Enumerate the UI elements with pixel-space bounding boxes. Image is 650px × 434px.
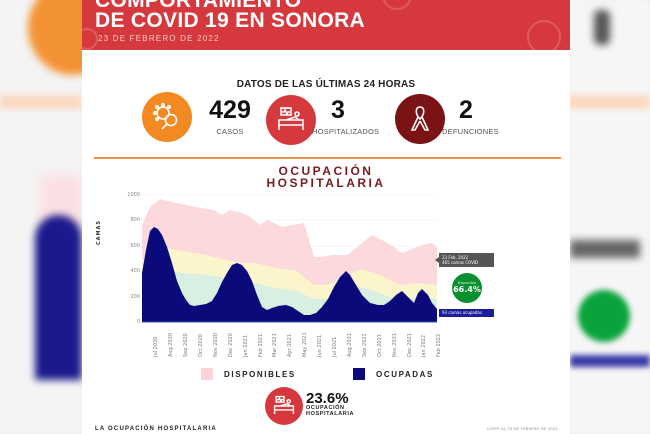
legend-available: DISPONIBLES (201, 367, 296, 381)
legend-occupied: OCUPADAS (353, 367, 434, 381)
occupied-tooltip: 93 camas ocupadas (439, 309, 494, 317)
x-tick: Dec 2020 (228, 333, 234, 357)
header-banner: COMPORTAMIENTO DE COVID 19 EN SONORA 23 … (82, 0, 570, 50)
tooltip-date: 23 Feb, 2022 (442, 255, 469, 260)
x-tick: Aug 2021 (347, 332, 353, 357)
x-tick: Mar 2021 (272, 333, 278, 357)
deaths-label: DEFUNCIONES (442, 127, 499, 136)
y-tick: 1000 (127, 192, 140, 198)
ribbon-icon (395, 94, 445, 144)
footer-cutoff-date: CORTE AL 23 DE FEBRERO DE 2022 (486, 427, 558, 431)
x-tick: Dec 2021 (407, 333, 413, 357)
date-tooltip: 23 Feb, 2022 465 camas COVID (435, 253, 494, 267)
x-tick: Feb 2021 (258, 333, 264, 357)
x-tick: Jul 2020 (153, 336, 159, 357)
chart-plot-area (142, 194, 437, 323)
blurred-gray-shape (594, 10, 610, 45)
cases-label: CASOS (216, 127, 244, 136)
blurred-band-right (568, 95, 650, 109)
section-divider (94, 157, 561, 159)
x-tick: Jun 2021 (317, 334, 323, 357)
occupancy-label-line-1: OCUPACIÓN (306, 405, 345, 411)
title-line-2: DE COVID 19 EN SONORA (95, 9, 366, 32)
y-tick: 200 (130, 294, 140, 300)
footer-title: LA OCUPACIÓN HOSPITALARIA (95, 426, 217, 432)
occupancy-label: OCUPACIÓN HOSPITALARIA (306, 405, 354, 417)
x-tick: Oct 2020 (198, 334, 204, 357)
y-tick: 800 (130, 217, 140, 223)
blurred-gray-bar (570, 240, 640, 258)
hospital-bed-icon (266, 95, 316, 145)
virus-decoration-icon (82, 28, 98, 50)
hospitalized-value: 3 (331, 96, 345, 124)
occupancy-chart: CAMAS 1000 800 600 400 200 0 (82, 185, 570, 360)
legend-label-occupied: OCUPADAS (376, 369, 434, 379)
available-badge-value: 66.4% (453, 285, 481, 294)
y-tick: 0 (136, 319, 140, 325)
y-tick: 400 (130, 268, 140, 274)
cases-value: 429 (209, 96, 251, 124)
virus-decoration-icon (382, 0, 412, 10)
legend-label-available: DISPONIBLES (224, 369, 296, 379)
occupancy-value: 23.6% (306, 390, 349, 407)
infographic-card: COMPORTAMIENTO DE COVID 19 EN SONORA 23 … (82, 0, 570, 434)
daily-section-title: DATOS DE LAS ÚLTIMAS 24 HORAS (236, 79, 416, 90)
chart-title-line-1: OCUPACIÓN (278, 164, 374, 178)
x-tick: Jan 2021 (243, 334, 249, 357)
virus-search-icon (142, 92, 192, 142)
hospital-bed-icon (265, 387, 303, 425)
blurred-backdrop-right (568, 0, 650, 434)
virus-decoration-icon (527, 20, 561, 50)
chart-title-line-2: HOSPITALARIA (266, 176, 386, 190)
y-tick: 600 (130, 243, 140, 249)
x-tick: Nov 2021 (392, 332, 398, 357)
hospitalized-label: HOSPITALIZADOS (312, 127, 380, 136)
x-tick: Sep 2020 (183, 333, 189, 357)
x-tick: May 2021 (302, 332, 308, 357)
legend-swatch-occupied (353, 368, 365, 380)
legend-swatch-available (201, 368, 213, 380)
blurred-band-left (0, 95, 82, 109)
x-tick: Apr 2021 (287, 334, 293, 357)
x-tick: Aug 2020 (168, 332, 174, 357)
occupancy-label-line-2: HOSPITALARIA (306, 411, 355, 417)
blurred-blue-area (35, 215, 82, 380)
tooltip-beds: 465 camas COVID (442, 260, 479, 265)
title-line-1: COMPORTAMIENTO (95, 0, 302, 12)
available-badge-label: Disponible (457, 281, 477, 285)
x-tick: Jan 2022 (421, 334, 427, 357)
blurred-blue-bar (570, 355, 650, 367)
deaths-value: 2 (459, 96, 473, 124)
x-tick: Oct 2021 (377, 334, 383, 357)
available-badge: Disponible 66.4% (452, 273, 482, 303)
x-tick: Jul 2021 (332, 336, 338, 357)
page-title: COMPORTAMIENTO DE COVID 19 EN SONORA (95, 0, 365, 31)
x-tick: Sep 2021 (362, 333, 368, 357)
x-tick: Feb 2022 (436, 333, 442, 357)
blurred-green-circle (578, 290, 630, 342)
x-tick: Nov 2020 (213, 332, 219, 357)
report-date: 23 DE FEBRERO DE 2022 (98, 34, 220, 43)
chart-title: OCUPACIÓN HOSPITALARIA (82, 165, 570, 189)
